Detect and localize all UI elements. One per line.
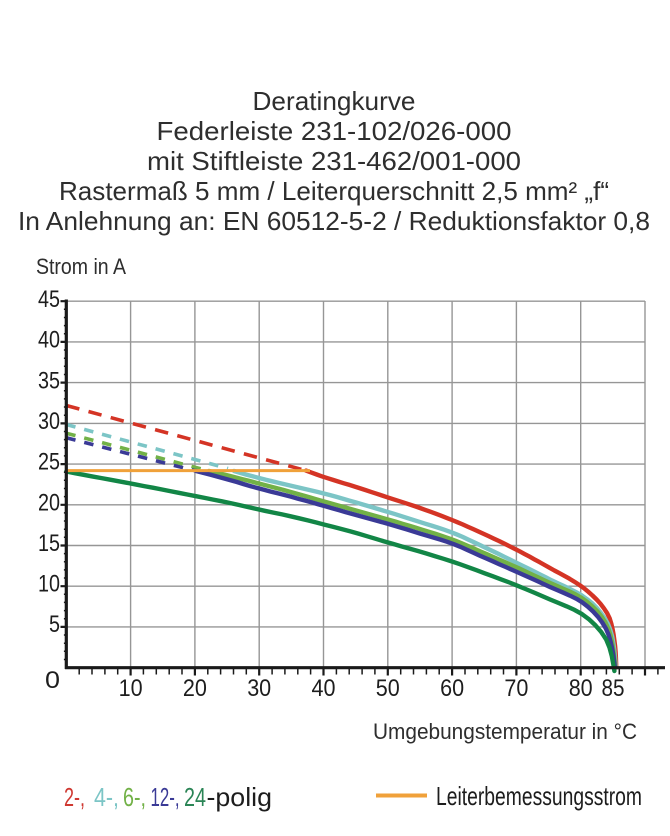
svg-text:5: 5 [49, 611, 60, 638]
svg-text:0: 0 [45, 667, 60, 694]
svg-text:15: 15 [38, 530, 60, 557]
svg-text:Umgebungstemperatur in °C: Umgebungstemperatur in °C [373, 719, 637, 744]
svg-text:Deratingkurve: Deratingkurve [253, 86, 416, 116]
svg-text:6-,: 6-, [123, 782, 146, 812]
svg-text:Rastermaß 5 mm / Leiterquersch: Rastermaß 5 mm / Leiterquerschnitt 2,5 m… [59, 176, 609, 206]
svg-text:60: 60 [440, 675, 464, 702]
svg-text:35: 35 [38, 368, 60, 395]
svg-text:20: 20 [183, 675, 207, 702]
svg-text:45: 45 [38, 286, 60, 313]
svg-text:12-,: 12-, [151, 782, 180, 812]
svg-text:24: 24 [184, 782, 206, 812]
svg-text:10: 10 [38, 571, 60, 598]
svg-text:Leiterbemessungsstrom: Leiterbemessungsstrom [436, 781, 642, 811]
svg-text:20: 20 [38, 490, 60, 517]
svg-text:40: 40 [38, 327, 60, 354]
svg-text:80: 80 [569, 675, 593, 702]
svg-text:mit Stiftleiste 231-462/001-00: mit Stiftleiste 231-462/001-000 [147, 146, 521, 176]
svg-text:70: 70 [504, 675, 528, 702]
svg-text:In Anlehnung an: EN 60512-5-2: In Anlehnung an: EN 60512-5-2 / Reduktio… [18, 206, 650, 236]
svg-text:30: 30 [38, 408, 60, 435]
svg-text:4-,: 4-, [94, 782, 119, 812]
svg-text:Federleiste 231-102/026-000: Federleiste 231-102/026-000 [157, 116, 512, 146]
svg-text:25: 25 [38, 449, 60, 476]
svg-text:10: 10 [119, 675, 143, 702]
svg-text:-polig: -polig [207, 782, 273, 812]
svg-text:50: 50 [376, 675, 400, 702]
svg-text:30: 30 [247, 675, 271, 702]
svg-text:40: 40 [312, 675, 336, 702]
svg-text:2-,: 2-, [64, 782, 85, 812]
svg-text:85: 85 [602, 675, 625, 702]
svg-text:Strom in A: Strom in A [36, 254, 126, 279]
